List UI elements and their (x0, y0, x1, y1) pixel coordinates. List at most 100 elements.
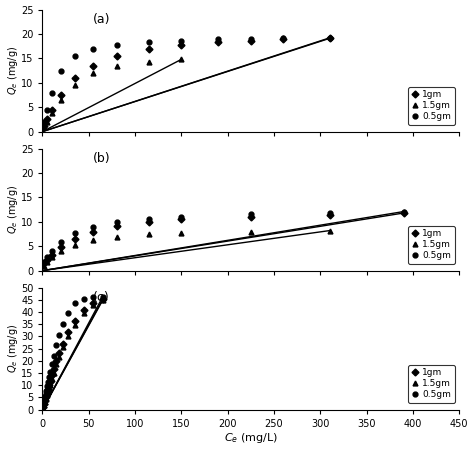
0.5gm (146, 216, 152, 222)
0.5gm (42, 119, 47, 124)
0.5gm (42, 394, 48, 399)
1.5gm (72, 243, 78, 248)
1gm (42, 397, 48, 403)
0.5gm (43, 389, 49, 394)
1.5gm (56, 354, 62, 360)
1gm (49, 252, 55, 258)
1.5gm (42, 402, 47, 407)
0.5gm (58, 239, 64, 245)
1.5gm (114, 63, 119, 69)
Line: 1gm: 1gm (42, 211, 406, 266)
1gm (248, 38, 254, 43)
Text: (a): (a) (92, 13, 110, 26)
1gm (49, 373, 55, 378)
1gm (91, 229, 96, 234)
0.5gm (248, 36, 254, 41)
1.5gm (42, 399, 48, 405)
0.5gm (72, 53, 78, 59)
Text: (c): (c) (92, 291, 109, 304)
1gm (60, 341, 66, 346)
1gm (216, 40, 221, 45)
1.5gm (72, 323, 78, 328)
Line: 1gm: 1gm (42, 36, 332, 128)
0.5gm (46, 374, 52, 379)
0.5gm (91, 224, 96, 230)
Legend: 1gm, 1.5gm, 0.5gm: 1gm, 1.5gm, 0.5gm (408, 226, 455, 264)
0.5gm (60, 322, 66, 327)
1.5gm (91, 238, 96, 243)
1.5gm (146, 59, 152, 64)
1gm (44, 257, 50, 262)
0.5gm (114, 220, 119, 225)
0.5gm (401, 209, 407, 214)
1gm (146, 46, 152, 51)
1gm (42, 261, 47, 266)
0.5gm (72, 230, 78, 235)
1.5gm (114, 234, 119, 239)
1gm (58, 244, 64, 250)
0.5gm (248, 212, 254, 217)
Legend: 1gm, 1.5gm, 0.5gm: 1gm, 1.5gm, 0.5gm (408, 365, 455, 403)
Line: 1.5gm: 1.5gm (41, 298, 105, 410)
0.5gm (41, 403, 46, 409)
0.5gm (49, 249, 55, 254)
1.5gm (49, 110, 55, 116)
1.5gm (327, 228, 332, 233)
0.5gm (216, 37, 221, 42)
1gm (327, 212, 332, 218)
1gm (91, 63, 96, 69)
1gm (82, 307, 87, 312)
Line: 1gm: 1gm (41, 297, 105, 410)
1gm (72, 236, 78, 242)
0.5gm (44, 254, 50, 260)
Text: (b): (b) (92, 152, 110, 165)
1.5gm (42, 124, 47, 129)
1gm (44, 390, 50, 395)
1gm (44, 117, 50, 122)
1.5gm (45, 389, 51, 395)
1gm (56, 351, 62, 356)
1gm (146, 219, 152, 225)
0.5gm (327, 210, 332, 215)
1gm (42, 123, 47, 129)
1.5gm (82, 310, 87, 316)
Line: 0.5gm: 0.5gm (41, 295, 105, 409)
1.5gm (49, 254, 55, 260)
1gm (45, 386, 51, 391)
Y-axis label: $Q_e$ (mg/g): $Q_e$ (mg/g) (6, 185, 19, 234)
0.5gm (49, 90, 55, 95)
1.5gm (146, 232, 152, 237)
1gm (46, 382, 52, 388)
1gm (49, 107, 55, 112)
1.5gm (91, 302, 96, 308)
Line: 0.5gm: 0.5gm (42, 36, 332, 124)
1.5gm (44, 119, 50, 124)
0.5gm (45, 379, 51, 384)
0.5gm (44, 384, 50, 389)
1gm (281, 37, 286, 42)
1gm (248, 214, 254, 220)
Legend: 1gm, 1.5gm, 0.5gm: 1gm, 1.5gm, 0.5gm (408, 87, 455, 124)
0.5gm (327, 35, 332, 41)
0.5gm (72, 301, 78, 306)
0.5gm (281, 36, 286, 41)
1gm (72, 318, 78, 323)
1gm (43, 394, 49, 399)
1gm (100, 297, 106, 302)
1.5gm (100, 298, 106, 303)
1gm (327, 36, 332, 41)
1.5gm (44, 393, 50, 398)
0.5gm (114, 42, 119, 47)
1gm (41, 405, 46, 410)
1gm (114, 223, 119, 228)
0.5gm (44, 107, 50, 112)
0.5gm (42, 259, 47, 265)
1.5gm (91, 70, 96, 76)
0.5gm (100, 294, 106, 299)
1.5gm (47, 382, 53, 388)
1gm (54, 358, 59, 364)
0.5gm (58, 68, 64, 74)
1gm (401, 210, 407, 216)
1.5gm (43, 396, 49, 401)
1.5gm (54, 362, 59, 367)
